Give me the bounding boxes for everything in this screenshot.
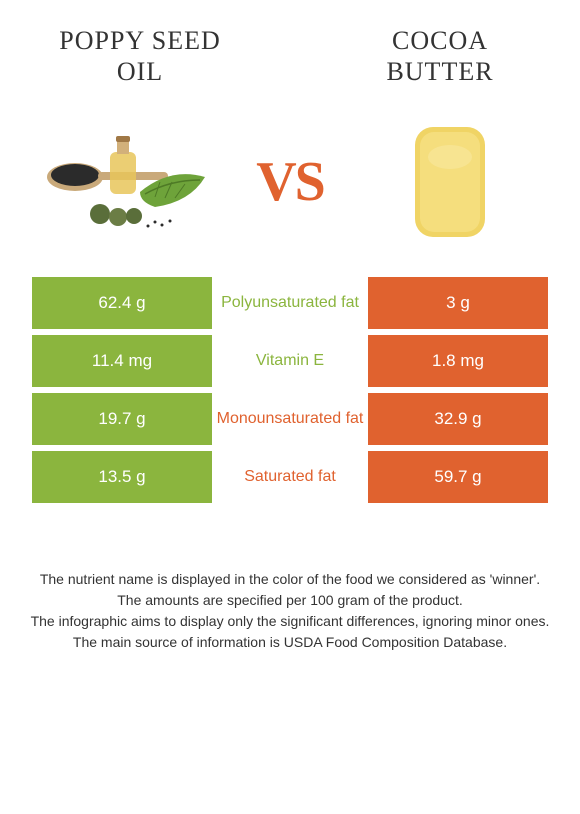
table-row: 11.4 mgVitamin E1.8 mg bbox=[32, 335, 548, 387]
images-row: VS bbox=[0, 97, 580, 277]
right-title: Cocoa butter bbox=[340, 25, 540, 87]
right-value: 1.8 mg bbox=[368, 335, 548, 387]
comparison-table: 62.4 gPolyunsaturated fat3 g 11.4 mgVitam… bbox=[0, 277, 580, 503]
left-value: 19.7 g bbox=[32, 393, 212, 445]
table-row: 62.4 gPolyunsaturated fat3 g bbox=[32, 277, 548, 329]
nutrient-label: Polyunsaturated fat bbox=[212, 277, 368, 329]
table-row: 19.7 gMonounsaturated fat32.9 g bbox=[32, 393, 548, 445]
right-value: 59.7 g bbox=[368, 451, 548, 503]
nutrient-label: Monounsaturated fat bbox=[212, 393, 368, 445]
left-title: Poppy seed oil bbox=[40, 25, 240, 87]
footer-line: The infographic aims to display only the… bbox=[30, 611, 550, 632]
footer-line: The nutrient name is displayed in the co… bbox=[30, 569, 550, 590]
left-value: 13.5 g bbox=[32, 451, 212, 503]
left-value: 11.4 mg bbox=[32, 335, 212, 387]
footer-line: The amounts are specified per 100 gram o… bbox=[30, 590, 550, 611]
right-value: 3 g bbox=[368, 277, 548, 329]
poppy-seed-oil-image bbox=[40, 117, 220, 247]
table-row: 13.5 gSaturated fat59.7 g bbox=[32, 451, 548, 503]
header: Poppy seed oil Cocoa butter bbox=[0, 0, 580, 97]
vs-label: VS bbox=[256, 150, 324, 214]
nutrient-label: Saturated fat bbox=[212, 451, 368, 503]
nutrient-label: Vitamin E bbox=[212, 335, 368, 387]
left-value: 62.4 g bbox=[32, 277, 212, 329]
right-value: 32.9 g bbox=[368, 393, 548, 445]
cocoa-butter-image bbox=[360, 117, 540, 247]
footer-notes: The nutrient name is displayed in the co… bbox=[0, 509, 580, 653]
footer-line: The main source of information is USDA F… bbox=[30, 632, 550, 653]
